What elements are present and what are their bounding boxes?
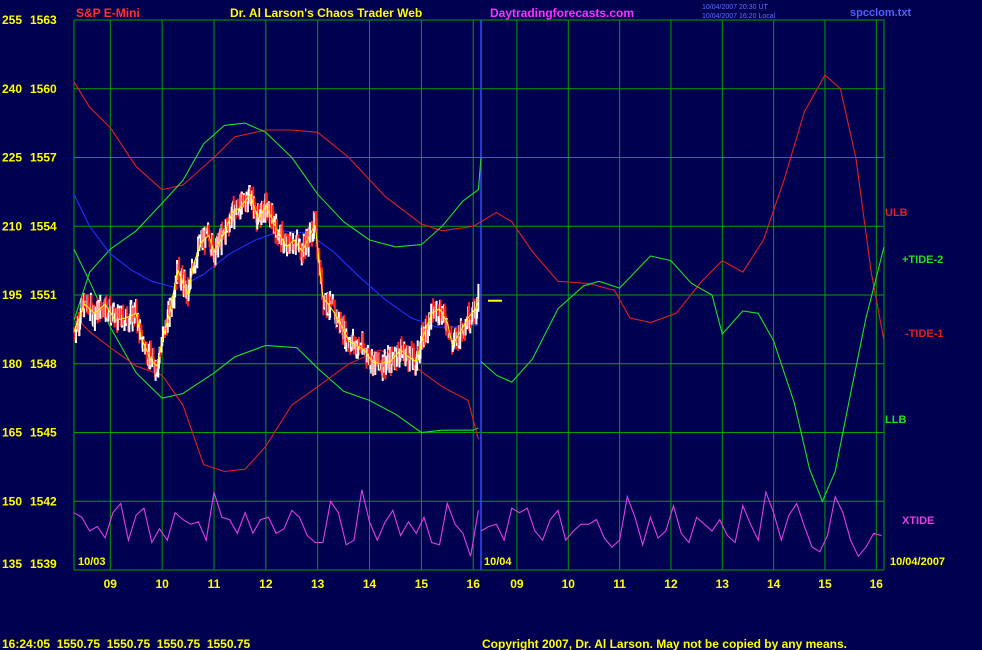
y-tick-label-right: 1554: [30, 219, 57, 233]
day2-date-label: 10/04: [484, 556, 512, 568]
y-tick-label-right: 1542: [30, 494, 57, 508]
x-tick-label-day2: 09: [510, 577, 524, 591]
x-tick-label-day1: 16: [467, 577, 481, 591]
y-tick-label-right: 1551: [30, 288, 57, 302]
x-tick-label-day1: 14: [363, 577, 377, 591]
right-date-label: 10/04/2007: [890, 556, 945, 568]
x-tick-label-day2: 14: [767, 577, 781, 591]
quote-line: 16:24:05 1550.75 1550.75 1550.75 1550.75: [2, 637, 251, 650]
grid: [73, 19, 885, 571]
x-tick-label-day1: 13: [311, 577, 325, 591]
x-tick-label-day2: 16: [870, 577, 884, 591]
y-tick-label-right: 1560: [30, 82, 57, 96]
y-tick-label-left: 135: [2, 557, 22, 571]
file-label: spcclom.txt: [850, 7, 911, 19]
label-xtide: XTIDE: [902, 515, 934, 527]
label-ulb: ULB: [885, 207, 908, 219]
series-tide2-day1: [73, 122, 482, 321]
day1-date-label: 10/03: [78, 556, 106, 568]
x-tick-label-day2: 11: [613, 577, 626, 591]
y-tick-label-right: 1563: [30, 13, 57, 27]
y-tick-label-left: 210: [2, 219, 22, 233]
instrument-label: S&P E-Mini: [76, 6, 140, 20]
y-tick-label-left: 180: [2, 357, 22, 371]
price-bars: [73, 185, 502, 381]
x-tick-label-day2: 12: [664, 577, 678, 591]
series-xtide-day1: [73, 489, 479, 557]
x-tick-label-day1: 09: [104, 577, 118, 591]
x-tick-label-day1: 12: [259, 577, 273, 591]
y-tick-label-left: 150: [2, 494, 22, 508]
stamp-line-2: 10/04/2007 16:20 Local: [702, 13, 776, 20]
x-tick-label-day1: 11: [208, 577, 221, 591]
x-tick-label-day1: 15: [415, 577, 429, 591]
series-tide1-day1: [73, 315, 479, 473]
copyright-line: Copyright 2007, Dr. Al Larson. May not b…: [482, 637, 847, 650]
series-tide2-day2: [480, 246, 885, 503]
y-tick-label-left: 255: [2, 13, 22, 27]
y-tick-label-right: 1545: [30, 426, 57, 440]
x-tick-label-day2: 15: [818, 577, 832, 591]
series-ulb-day2: [480, 74, 885, 341]
y-tick-label-left: 195: [2, 288, 22, 302]
label-tide2: +TIDE-2: [902, 254, 943, 266]
series-blue_avg-day1: [73, 193, 479, 328]
y-tick-label-left: 165: [2, 426, 22, 440]
series-ulb-day1: [73, 81, 482, 232]
series-xtide-day2: [480, 489, 882, 558]
stamp-line-1: 10/04/2007 20:30 UT: [702, 4, 768, 11]
site-label: Daytradingforecasts.com: [490, 6, 634, 20]
price-average-line: [73, 193, 479, 367]
series-layer: [73, 74, 885, 558]
x-tick-label-day2: 13: [716, 577, 730, 591]
y-tick-label-right: 1548: [30, 357, 57, 371]
chart-title: Dr. Al Larson's Chaos Trader Web: [230, 6, 422, 20]
x-tick-label-day1: 10: [155, 577, 169, 591]
label-tide1: -TIDE-1: [905, 328, 944, 340]
label-llb: LLB: [885, 414, 906, 426]
y-tick-label-left: 225: [2, 151, 22, 165]
y-tick-label-right: 1557: [30, 151, 57, 165]
series-llb-day1: [73, 248, 479, 434]
y-tick-label-right: 1539: [30, 557, 57, 571]
axis-labels: 255 1563 240 1560 225 1557 210 1554 195 1551 180 15…: [2, 13, 883, 591]
y-tick-label-left: 240: [2, 82, 22, 96]
x-tick-label-day2: 10: [562, 577, 576, 591]
